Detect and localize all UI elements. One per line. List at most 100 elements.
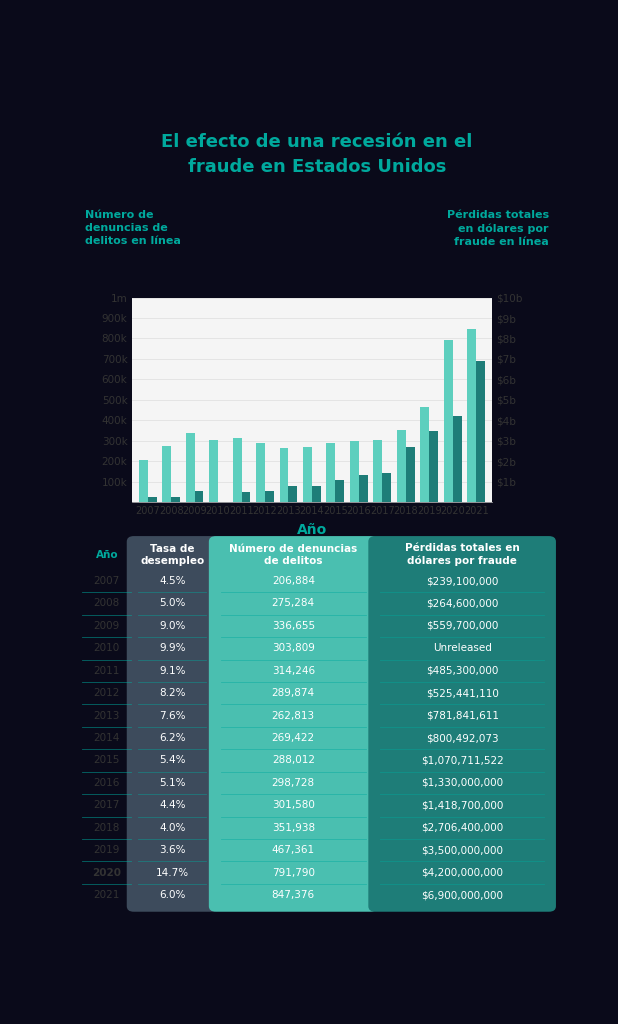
Text: 336,655: 336,655 (272, 621, 315, 631)
Bar (185, 433, 195, 502)
Text: 289,874: 289,874 (272, 688, 315, 698)
Text: $1,070,711,522: $1,070,711,522 (421, 756, 504, 766)
Text: Número de
denuncias de
delitos en línea: Número de denuncias de delitos en línea (85, 210, 180, 247)
Text: 351,938: 351,938 (272, 822, 315, 833)
Text: 9.0%: 9.0% (159, 621, 185, 631)
FancyBboxPatch shape (127, 537, 218, 911)
Bar (171, 497, 180, 502)
Bar (232, 438, 242, 502)
Text: 3.6%: 3.6% (159, 845, 186, 855)
Bar (359, 475, 368, 502)
FancyBboxPatch shape (209, 537, 378, 911)
Text: Número de denuncias
de delitos: Número de denuncias de delitos (229, 544, 357, 566)
Text: El efecto de una recesión en el
fraude en Estados Unidos: El efecto de una recesión en el fraude e… (161, 133, 472, 176)
Text: 301,580: 301,580 (272, 801, 315, 810)
Text: $1,330,000,000: $1,330,000,000 (421, 778, 503, 787)
Text: $4,200,000,000: $4,200,000,000 (421, 867, 503, 878)
Text: $2,706,400,000: $2,706,400,000 (421, 822, 503, 833)
Text: 269,422: 269,422 (272, 733, 315, 743)
Text: 2013: 2013 (94, 711, 120, 721)
Text: Año: Año (96, 550, 118, 560)
Bar (148, 498, 156, 502)
Text: 298,728: 298,728 (272, 778, 315, 787)
Text: $264,600,000: $264,600,000 (426, 598, 498, 608)
Text: $781,841,611: $781,841,611 (426, 711, 499, 721)
Text: $1,418,700,000: $1,418,700,000 (421, 801, 503, 810)
Text: 9.9%: 9.9% (159, 643, 186, 653)
Bar (265, 492, 274, 502)
Bar (279, 449, 289, 502)
Bar (476, 361, 485, 502)
Text: $239,100,000: $239,100,000 (426, 577, 498, 586)
Bar (242, 493, 250, 502)
Text: 2008: 2008 (94, 598, 120, 608)
Bar (162, 445, 171, 502)
Text: 314,246: 314,246 (272, 666, 315, 676)
Bar (289, 486, 297, 502)
Text: Pérdidas totales
en dólares por
fraude en línea: Pérdidas totales en dólares por fraude e… (447, 210, 549, 247)
Text: 2021: 2021 (94, 890, 120, 900)
Text: $6,900,000,000: $6,900,000,000 (421, 890, 503, 900)
Bar (383, 473, 391, 502)
Text: 6.2%: 6.2% (159, 733, 186, 743)
Text: 5.0%: 5.0% (159, 598, 185, 608)
Text: 5.4%: 5.4% (159, 756, 186, 766)
Bar (195, 490, 203, 502)
Bar (303, 447, 312, 502)
Text: 7.6%: 7.6% (159, 711, 186, 721)
Text: 206,884: 206,884 (272, 577, 315, 586)
Text: 2019: 2019 (94, 845, 120, 855)
Text: 275,284: 275,284 (272, 598, 315, 608)
Text: 4.4%: 4.4% (159, 801, 186, 810)
Bar (312, 485, 321, 502)
Text: Tasa de
desempleo: Tasa de desempleo (140, 544, 205, 566)
Text: 2007: 2007 (94, 577, 120, 586)
Text: $485,300,000: $485,300,000 (426, 666, 498, 676)
Text: 2020: 2020 (92, 867, 121, 878)
Text: 6.0%: 6.0% (159, 890, 185, 900)
Text: 9.1%: 9.1% (159, 666, 186, 676)
Text: 303,809: 303,809 (272, 643, 315, 653)
Bar (406, 446, 415, 502)
Bar (444, 340, 453, 502)
Bar (430, 430, 438, 502)
Text: 4.5%: 4.5% (159, 577, 186, 586)
Bar (467, 329, 476, 502)
Text: $3,500,000,000: $3,500,000,000 (421, 845, 503, 855)
Text: 2017: 2017 (94, 801, 120, 810)
Text: 4.0%: 4.0% (159, 822, 185, 833)
Text: Pérdidas totales en
dólares por fraude: Pérdidas totales en dólares por fraude (405, 544, 520, 566)
Text: 2018: 2018 (94, 822, 120, 833)
Bar (350, 441, 359, 502)
Bar (373, 440, 383, 502)
Text: 2015: 2015 (94, 756, 120, 766)
Text: 467,361: 467,361 (272, 845, 315, 855)
Text: $800,492,073: $800,492,073 (426, 733, 499, 743)
Text: 262,813: 262,813 (272, 711, 315, 721)
Text: 2010: 2010 (94, 643, 120, 653)
Text: 2016: 2016 (94, 778, 120, 787)
Bar (453, 416, 462, 502)
Text: 5.1%: 5.1% (159, 778, 186, 787)
Text: 14.7%: 14.7% (156, 867, 189, 878)
FancyBboxPatch shape (368, 537, 556, 911)
Text: 2012: 2012 (94, 688, 120, 698)
Text: 847,376: 847,376 (272, 890, 315, 900)
Bar (256, 442, 265, 502)
Bar (326, 443, 336, 502)
Text: 288,012: 288,012 (272, 756, 315, 766)
Text: 791,790: 791,790 (272, 867, 315, 878)
Bar (397, 430, 406, 502)
Bar (209, 440, 218, 502)
Text: $559,700,000: $559,700,000 (426, 621, 498, 631)
X-axis label: Año: Año (297, 523, 327, 538)
Text: 2014: 2014 (94, 733, 120, 743)
Text: 2009: 2009 (94, 621, 120, 631)
Text: 2011: 2011 (94, 666, 120, 676)
Bar (138, 460, 148, 502)
Bar (336, 480, 344, 502)
Text: 8.2%: 8.2% (159, 688, 186, 698)
Bar (420, 407, 430, 502)
Text: Unreleased: Unreleased (433, 643, 491, 653)
Text: $525,441,110: $525,441,110 (426, 688, 499, 698)
